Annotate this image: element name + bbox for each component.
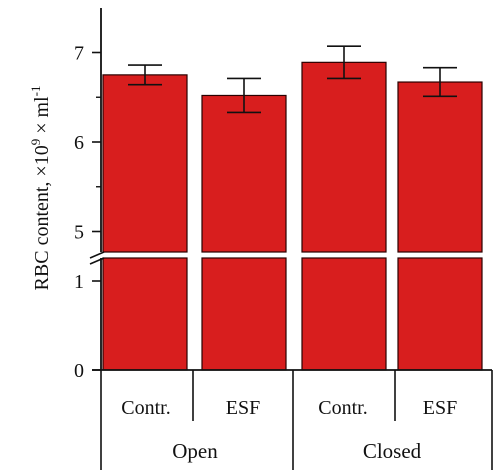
bar-upper-1 (102, 74, 188, 253)
error-bar-1 (128, 64, 162, 86)
y-tick-label-7: 7 (74, 43, 84, 65)
bar-upper-4 (397, 81, 483, 253)
error-bar-3 (327, 45, 361, 80)
y-tick-label-6: 6 (74, 132, 84, 154)
y-axis-title-unit-exponent: -1 (28, 86, 43, 97)
bar-lower-2 (201, 257, 287, 371)
y-tick-label-5: 5 (74, 222, 84, 244)
error-bar-4 (423, 66, 457, 98)
x-category-label-1: Contr. (121, 397, 170, 419)
y-tick-label-1: 1 (74, 271, 84, 293)
x-category-label-4: ESF (423, 397, 457, 419)
error-bar-2 (227, 77, 261, 114)
x-group-label-open: Open (172, 439, 218, 463)
plot-area: 5 6 7 0 1 Contr. ESF Contr. ESF Open Closed (74, 8, 493, 470)
bar-lower-3 (301, 257, 387, 371)
y-axis-title-unit: × ml (31, 96, 53, 139)
axis-break-mark-1 (89, 251, 105, 259)
x-category-label-3: Contr. (318, 397, 367, 419)
y-tick-label-0: 0 (74, 360, 84, 382)
bar-upper-2 (201, 94, 287, 253)
x-group-label-closed: Closed (363, 439, 422, 463)
y-axis-title-exponent: 9 (28, 139, 43, 146)
bar-lower-1 (102, 257, 188, 371)
bar-lower-4 (397, 257, 483, 371)
y-axis-title-main: RBC content, ×10 (31, 145, 53, 290)
bar-upper-3 (301, 61, 387, 253)
x-category-label-2: ESF (226, 397, 260, 419)
svg-text:RBC content, ×109 × ml-1: RBC content, ×109 × ml-1 (28, 86, 53, 291)
y-axis-title: RBC content, ×109 × ml-1 (28, 86, 53, 291)
axis-break-mark-2 (89, 257, 105, 265)
